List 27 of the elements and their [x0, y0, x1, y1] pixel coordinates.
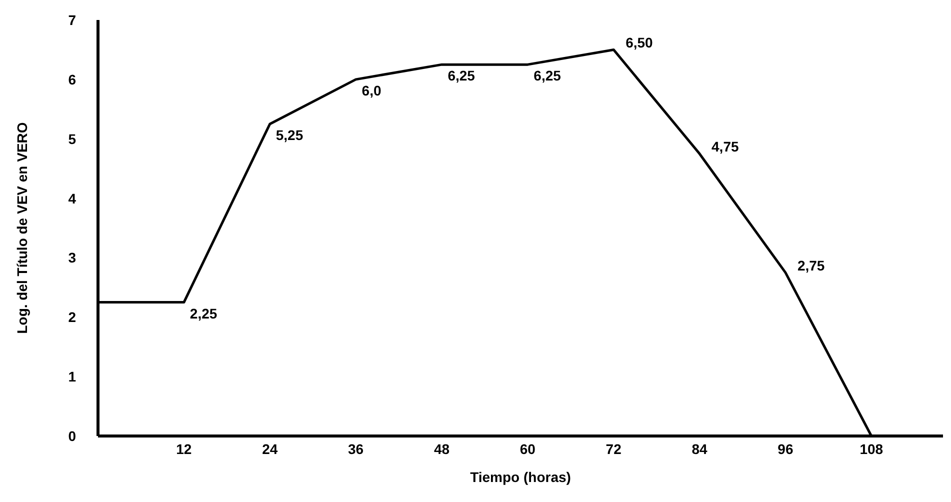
x-tick-label: 72	[606, 440, 622, 457]
x-tick-label: 96	[778, 440, 794, 457]
y-tick-label: 3	[68, 250, 76, 266]
data-label: 2,75	[797, 258, 825, 274]
y-tick-label: 1	[68, 368, 76, 385]
x-tick-label: 48	[434, 440, 450, 457]
x-tick-label: 84	[692, 440, 708, 457]
y-tick-label: 7	[68, 12, 76, 28]
x-tick-label: 36	[348, 440, 364, 457]
x-tick-label: 24	[262, 440, 278, 457]
x-axis-title: Tiempo (horas)	[470, 469, 571, 485]
y-tick-label: 6	[68, 71, 76, 88]
data-label: 4,75	[712, 138, 739, 155]
y-axis-title: Log. del Título de VEV en VERO	[14, 122, 30, 334]
y-tick-label: 4	[68, 190, 76, 206]
x-tick-label: 108	[860, 440, 884, 457]
data-label: 6,25	[534, 68, 562, 84]
x-tick-label: 12	[176, 440, 192, 457]
data-label: 2,25	[190, 305, 218, 322]
data-label: 5,25	[276, 127, 304, 143]
data-label: 6,50	[626, 34, 654, 51]
y-tick-label: 2	[68, 309, 76, 326]
y-tick-label: 0	[68, 428, 76, 444]
data-label: 6,25	[448, 68, 476, 84]
y-tick-label: 5	[68, 130, 76, 147]
data-label: 6,0	[362, 82, 382, 98]
x-tick-label: 60	[520, 440, 536, 457]
